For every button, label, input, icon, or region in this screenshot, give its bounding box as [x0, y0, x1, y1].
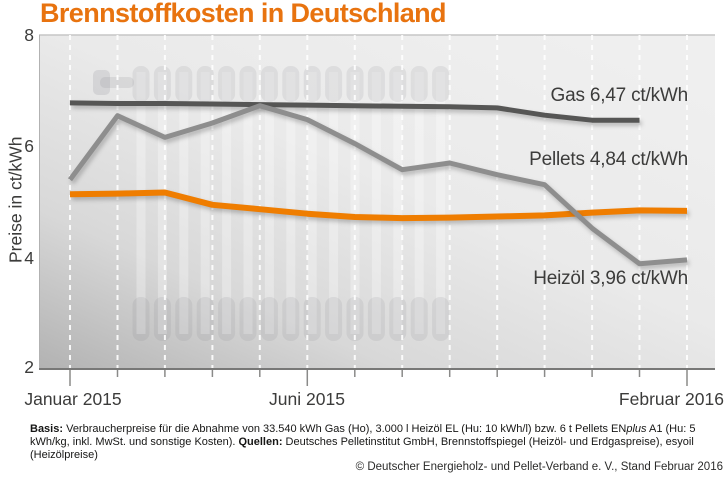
chart-title: Brennstoffkosten in Deutschland — [40, 0, 447, 28]
plot-background — [39, 35, 715, 369]
radiator-watermark — [93, 66, 450, 341]
series-line-heizöl — [67, 103, 688, 267]
series-label-heizoel: Heizöl 3,96 ct/kWh — [533, 268, 688, 289]
footnote-segment: plus — [626, 423, 647, 435]
series-label-pellets: Pellets 4,84 ct/kWh — [529, 149, 688, 170]
y-tick-label-4: 4 — [24, 248, 34, 268]
series-label-gas: Gas 6,47 ct/kWh — [550, 85, 689, 106]
y-tick-label-2: 2 — [24, 357, 34, 377]
footnote-segment: Quellen: — [238, 435, 283, 448]
y-tick-label-6: 6 — [24, 136, 34, 156]
series-line-pellets — [69, 189, 688, 222]
footnote-basis-quellen: Basis: Verbraucherpreise für die Abnahme… — [30, 423, 706, 461]
x-tick-label-juni-2015: Juni 2015 — [269, 389, 345, 409]
series-line-gas — [69, 100, 640, 123]
footnote-segment: Basis: — [30, 423, 64, 435]
x-tick-label-januar-2015: Januar 2015 — [24, 389, 122, 409]
x-tick-label-februar-2016: Februar 2016 — [618, 389, 724, 409]
footnote-segment: Verbraucherpreise für die Abnahme von 33… — [63, 423, 627, 435]
copyright-line: © Deutscher Energieholz- und Pellet-Verb… — [355, 461, 723, 473]
y-tick-label-8: 8 — [24, 25, 34, 45]
footnote-segment: Deutsches Pelletinstitut GmbH, Brennstof… — [30, 435, 694, 461]
y-axis-title: Preise in ct/kWh — [5, 136, 26, 264]
ticks-group — [69, 369, 688, 386]
footnote-segment: A1 (Hu: 5 kWh/kg, inkl. MwSt. und sonsti… — [30, 423, 696, 448]
